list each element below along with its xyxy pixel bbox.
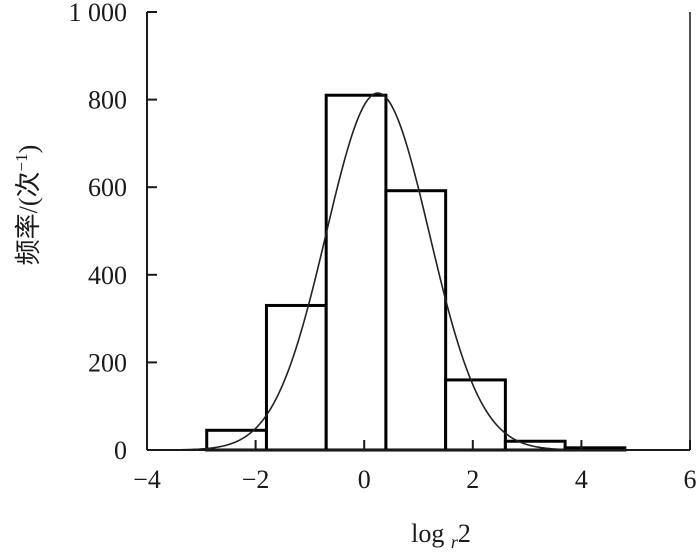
x-tick-label-4: 4 bbox=[575, 465, 588, 494]
x-tick-label--2: −2 bbox=[242, 465, 270, 494]
y-tick-label-400: 400 bbox=[88, 261, 127, 290]
axes-layer bbox=[146, 11, 691, 451]
histogram-bar-3 bbox=[324, 93, 388, 452]
x-tick-label--4: −4 bbox=[133, 465, 161, 494]
histogram-bar-2 bbox=[264, 303, 328, 452]
x-axis-title: log r2 bbox=[411, 519, 471, 552]
y-tick-label-200: 200 bbox=[88, 348, 127, 377]
bars-layer bbox=[205, 93, 627, 452]
fit-curve-layer bbox=[174, 92, 625, 451]
y-tick-label-600: 600 bbox=[88, 173, 127, 202]
normal-fit-curve bbox=[174, 92, 625, 451]
y-tick-label-800: 800 bbox=[88, 86, 127, 115]
x-tick-label-2: 2 bbox=[466, 465, 479, 494]
y-axis-title: 频率/(次−1) bbox=[12, 145, 43, 266]
labels-layer: 0 200 400 600 800 1 000 −4 −2 0 2 4 6 log r2 频率/(次−1) bbox=[12, 0, 697, 552]
x-tick-label-6: 6 bbox=[684, 465, 697, 494]
y-tick-label-1000: 1 000 bbox=[69, 0, 128, 27]
x-tick-label-0: 0 bbox=[358, 465, 371, 494]
y-tick-label-0: 0 bbox=[114, 436, 127, 465]
histogram-bar-4 bbox=[384, 189, 448, 452]
